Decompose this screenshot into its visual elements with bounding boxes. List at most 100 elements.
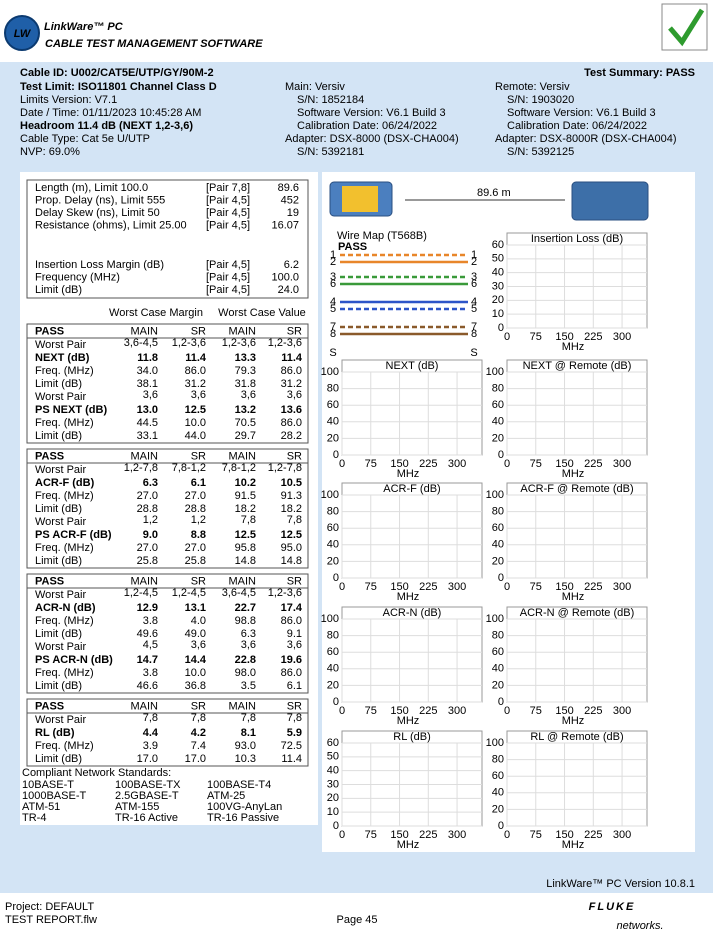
table-cell: 7,8-1,2: [222, 462, 256, 474]
x-tick-label: 0: [504, 458, 510, 470]
main-line: S/N: 1852184: [297, 94, 364, 106]
chart-title: Insertion Loss (dB): [531, 233, 623, 245]
x-tick-label: 150: [390, 458, 408, 470]
main-line: S/N: 5392181: [297, 146, 364, 158]
table-cell: Worst Pair: [35, 391, 86, 403]
y-tick-label: 80: [492, 383, 504, 395]
table-cell: 7.4: [191, 740, 206, 752]
table-cell: 91.3: [281, 490, 302, 502]
column-header: PASS: [35, 700, 64, 712]
pin-label: 1: [330, 249, 336, 261]
pin-label: 3: [471, 271, 477, 283]
main-line: Adapter: DSX-8000 (DSX-CHA004): [285, 133, 459, 145]
y-tick-label: 0: [333, 696, 339, 708]
x-tick-label: 300: [448, 829, 466, 841]
remote-line: Adapter: DSX-8000R (DSX-CHA004): [495, 133, 677, 145]
section-header: [26, 573, 309, 589]
general-pair: [Pair 4,5]: [206, 194, 250, 206]
column-header: SR: [191, 450, 206, 462]
table-cell: 49.6: [137, 628, 158, 640]
pin-label: S: [470, 347, 477, 359]
table-header: Worst Case Value: [218, 307, 306, 319]
table-cell: Freq. (MHz): [35, 667, 94, 679]
general-pair: [Pair 4,5]: [206, 207, 250, 219]
x-tick-label: 300: [613, 458, 631, 470]
wire-map-result: PASS: [338, 241, 367, 253]
y-tick-label: 0: [498, 449, 504, 461]
table-cell: 27.0: [185, 542, 206, 554]
table-cell: Worst Pair: [35, 339, 86, 351]
x-tick-label: 0: [339, 458, 345, 470]
x-axis-label: MHz: [562, 839, 585, 851]
table-cell: 29.7: [235, 430, 256, 442]
general-label: Frequency (MHz): [35, 271, 120, 283]
file: TEST REPORT.flw: [5, 914, 97, 926]
x-tick-label: 0: [339, 829, 345, 841]
pin-label: 8: [330, 328, 336, 340]
column-header: PASS: [35, 450, 64, 462]
x-axis-label: MHz: [562, 591, 585, 603]
general-pair: [Pair 4,5]: [206, 284, 250, 296]
table-cell: 22.8: [235, 654, 256, 666]
table-cell: 28.8: [137, 503, 158, 515]
general-label: Resistance (ohms), Limit 25.00: [35, 219, 187, 231]
table-cell: 12.5: [281, 529, 302, 541]
detail-line: NVP: 69.0%: [20, 146, 80, 158]
standard-item: 1000BASE-T: [22, 790, 86, 802]
chart-frame: [506, 606, 648, 703]
x-tick-label: 300: [448, 458, 466, 470]
y-tick-label: 40: [492, 267, 504, 279]
table-cell: ACR-F (dB): [35, 477, 95, 489]
pin-label: 6: [330, 278, 336, 290]
link-length: 89.6 m: [477, 187, 511, 199]
table-cell: 4.0: [191, 615, 206, 627]
page-number: Page 45: [337, 914, 378, 926]
y-tick-label: 80: [327, 383, 339, 395]
y-tick-label: 20: [492, 555, 504, 567]
table-cell: 8.8: [191, 529, 206, 541]
table-cell: Worst Pair: [35, 464, 86, 476]
table-cell: 31.2: [185, 378, 206, 390]
general-value: 100.0: [271, 271, 299, 283]
table-cell: 86.0: [281, 417, 302, 429]
y-tick-label: 60: [327, 399, 339, 411]
standards-title: Compliant Network Standards:: [22, 767, 171, 779]
y-tick-label: 0: [498, 820, 504, 832]
chart-frame: [341, 730, 483, 827]
table-cell: 44.0: [185, 430, 206, 442]
x-tick-label: 225: [419, 829, 437, 841]
standard-item: ATM-155: [115, 801, 159, 813]
pin-label: 6: [471, 278, 477, 290]
y-tick-label: 20: [327, 432, 339, 444]
x-tick-label: 300: [613, 829, 631, 841]
table-cell: 46.6: [137, 680, 158, 692]
table-cell: 6.3: [241, 628, 256, 640]
table-cell: 12.9: [137, 602, 158, 614]
x-tick-label: 75: [530, 458, 542, 470]
x-tick-label: 0: [339, 581, 345, 593]
standard-item: TR-4: [22, 812, 46, 824]
table-cell: 3.8: [143, 615, 158, 627]
table-cell: 86.0: [185, 365, 206, 377]
x-tick-label: 0: [504, 829, 510, 841]
table-cell: 28.8: [185, 503, 206, 515]
y-tick-label: 0: [498, 572, 504, 584]
y-tick-label: 60: [327, 522, 339, 534]
table-cell: 5.9: [287, 727, 302, 739]
detail-line: Headroom 11.4 dB (NEXT 1,2-3,6): [20, 120, 193, 132]
general-pair: [Pair 4,5]: [206, 219, 250, 231]
project: Project: DEFAULT: [5, 901, 94, 913]
column-header: MAIN: [131, 575, 159, 587]
standard-item: ATM-25: [207, 790, 245, 802]
main-line: Calibration Date: 06/24/2022: [297, 120, 437, 132]
y-tick-label: 40: [327, 416, 339, 428]
y-tick-label: 60: [492, 399, 504, 411]
table-cell: 10.2: [235, 477, 256, 489]
x-axis-label: MHz: [397, 468, 420, 480]
x-tick-label: 225: [584, 581, 602, 593]
standard-item: TR-16 Passive: [207, 812, 279, 824]
x-tick-label: 150: [390, 581, 408, 593]
x-tick-label: 150: [390, 705, 408, 717]
column-header: MAIN: [131, 450, 159, 462]
